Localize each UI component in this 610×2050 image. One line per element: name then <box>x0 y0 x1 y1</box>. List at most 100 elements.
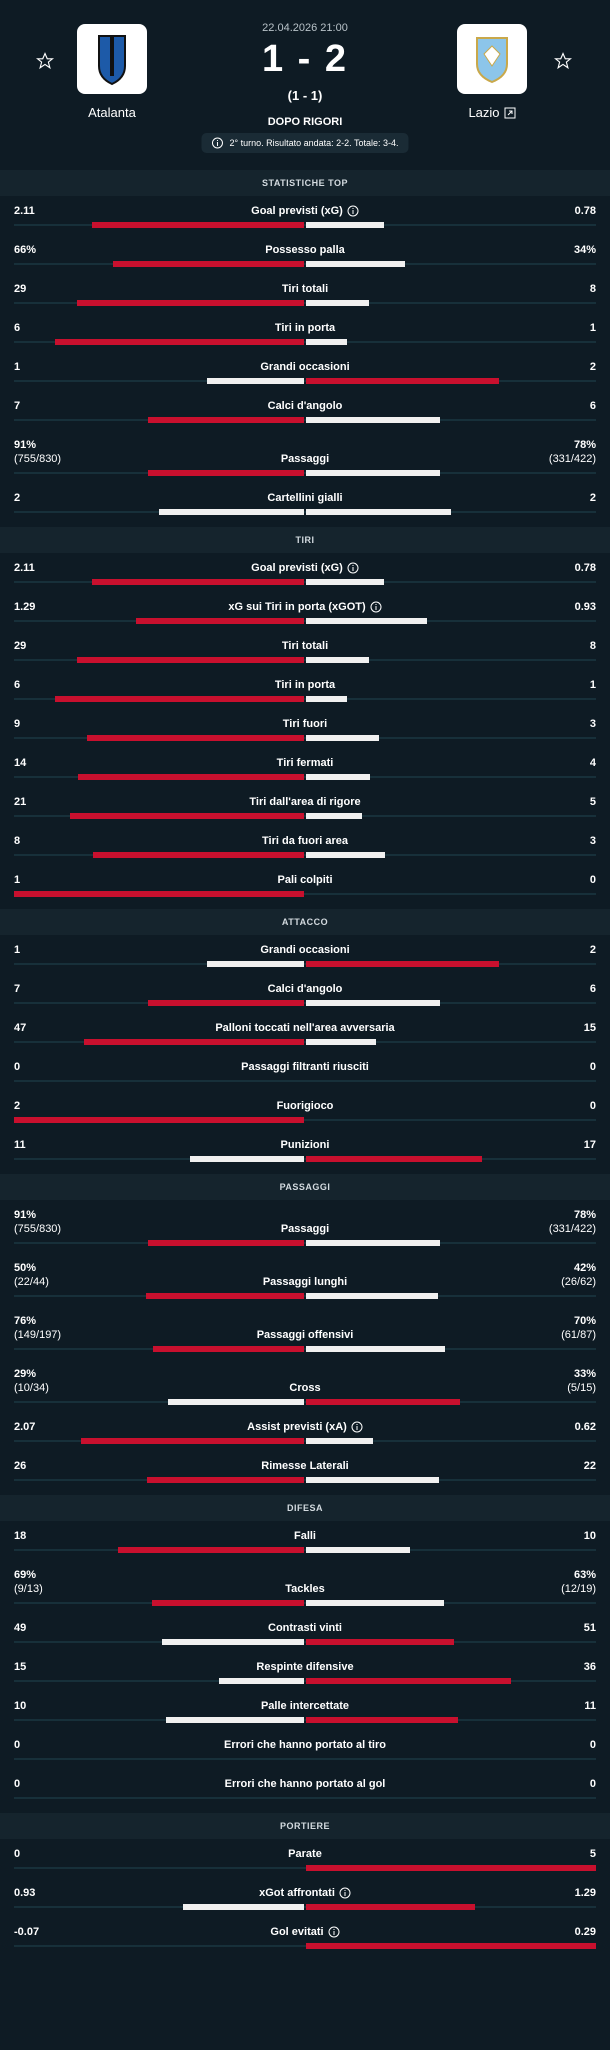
favorite-star[interactable] <box>36 52 54 70</box>
home-values: 2.07 <box>14 1420 124 1434</box>
info-icon[interactable] <box>370 601 382 613</box>
bar-track <box>14 1678 596 1684</box>
away-values: 5 <box>486 795 596 809</box>
home-values: 0.93 <box>14 1886 124 1900</box>
away-bar <box>306 961 500 967</box>
home-value: 69% <box>14 1569 37 1581</box>
track-line <box>14 1549 596 1551</box>
stat-row: 18 Falli 10 <box>0 1521 610 1553</box>
away-logo[interactable] <box>457 24 527 94</box>
home-value: 0.93 <box>14 1887 36 1899</box>
stat-row: 7 Calci d'angolo 6 <box>0 974 610 1006</box>
track-line <box>14 380 596 382</box>
home-detail: (755/830) <box>14 453 62 465</box>
stat-name: Tiri totali <box>124 282 486 296</box>
stat-label: Punizioni <box>280 1139 330 1151</box>
away-values: 17 <box>486 1138 596 1152</box>
bar-track <box>14 1039 596 1045</box>
away-value: 5 <box>589 1848 596 1860</box>
bar-track <box>14 470 596 476</box>
stat-line: 29% (10/34) Cross 33% (5/15) <box>14 1367 596 1395</box>
home-value: 7 <box>14 983 21 995</box>
home-values: 69% (9/13) <box>14 1568 124 1596</box>
bar-track <box>14 1795 596 1801</box>
stat-label: Parate <box>288 1848 322 1860</box>
home-value: 1 <box>14 361 21 373</box>
home-bar <box>190 1156 304 1162</box>
stat-label: Respinte difensive <box>256 1661 354 1673</box>
home-detail: (10/34) <box>14 1382 49 1394</box>
bar-track <box>14 813 596 819</box>
home-bar <box>92 579 304 585</box>
home-values: 0 <box>14 1847 124 1861</box>
stat-name: Tiri in porta <box>124 321 486 335</box>
home-value: 76% <box>14 1315 37 1327</box>
home-values: 29 <box>14 639 124 653</box>
bar-track <box>14 961 596 967</box>
stat-label: Rimesse Laterali <box>261 1460 349 1472</box>
home-value: 50% <box>14 1262 37 1274</box>
away-value: 1 <box>589 679 596 691</box>
stat-name: Calci d'angolo <box>124 399 486 413</box>
bar-track <box>14 378 596 384</box>
track-line <box>14 776 596 778</box>
home-bar <box>78 774 304 780</box>
stat-row: 6 Tiri in porta 1 <box>0 313 610 345</box>
track-line <box>14 854 596 856</box>
track-line <box>14 1041 596 1043</box>
logo-image <box>476 37 508 84</box>
stat-line: 2.07 Assist previsti (xA) 0.62 <box>14 1420 596 1434</box>
stat-label: Pali colpiti <box>277 874 333 886</box>
stat-row: -0.07 Gol evitati 0.29 <box>0 1917 610 1949</box>
track-line <box>14 419 596 421</box>
away-value: 3 <box>589 835 596 847</box>
stat-row: 1 Grandi occasioni 2 <box>0 352 610 384</box>
away-values: 78% (331/422) <box>486 1208 596 1236</box>
stat-line: 14 Tiri fermati 4 <box>14 756 596 770</box>
home-values: 26 <box>14 1459 124 1473</box>
home-bar <box>135 618 304 624</box>
info-icon[interactable] <box>347 205 359 217</box>
home-bar <box>86 735 304 741</box>
info-icon[interactable] <box>339 1887 351 1899</box>
bar-track <box>14 1438 596 1444</box>
home-detail: (22/44) <box>14 1276 49 1288</box>
away-bar <box>306 1240 440 1246</box>
bar-track <box>14 1717 596 1723</box>
away-bar <box>306 1293 439 1299</box>
stat-name: Goal previsti (xG) <box>124 204 486 218</box>
stat-line: 0.93 xGot affrontati 1.29 <box>14 1886 596 1900</box>
away-value: 0.93 <box>574 601 596 613</box>
stat-row: 2.07 Assist previsti (xA) 0.62 <box>0 1412 610 1444</box>
home-bar <box>14 1117 304 1123</box>
stat-label: Goal previsti (xG) <box>251 205 343 217</box>
away-values: 3 <box>486 717 596 731</box>
home-values: 10 <box>14 1699 124 1713</box>
track-line <box>14 1945 596 1947</box>
away-team[interactable]: Lazio <box>432 105 552 120</box>
info-icon[interactable] <box>328 1926 340 1938</box>
stat-name: Parate <box>124 1847 486 1861</box>
away-value: 1.29 <box>574 1887 596 1899</box>
info-icon[interactable] <box>347 562 359 574</box>
home-values: 91% (755/830) <box>14 438 124 466</box>
away-values: 3 <box>486 834 596 848</box>
stat-name: xG sui Tiri in porta (xGOT) <box>124 600 486 614</box>
track-line <box>14 1719 596 1721</box>
home-bar <box>168 1399 304 1405</box>
away-detail: (331/422) <box>548 453 596 465</box>
stat-line: 7 Calci d'angolo 6 <box>14 399 596 413</box>
favorite-star[interactable] <box>554 52 572 70</box>
stat-line: 49 Contrasti vinti 51 <box>14 1621 596 1635</box>
away-bar <box>306 222 385 228</box>
track-line <box>14 1906 596 1908</box>
bar-track <box>14 1117 596 1123</box>
home-logo[interactable] <box>77 24 147 94</box>
home-bar <box>147 470 304 476</box>
info-icon[interactable] <box>351 1421 363 1433</box>
stat-label: Passaggi <box>280 1223 330 1235</box>
home-name[interactable]: Atalanta <box>88 105 136 120</box>
home-values: 66% <box>14 243 124 257</box>
bar-track <box>14 1477 596 1483</box>
